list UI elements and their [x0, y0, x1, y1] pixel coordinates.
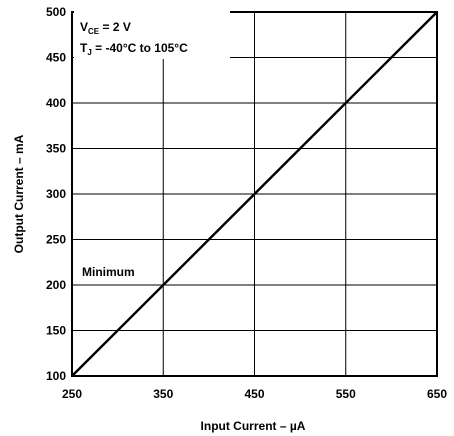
plot-frame — [71, 11, 438, 377]
y-axis-title: Output Current – mA — [12, 134, 26, 253]
series-group: Minimum — [71, 11, 438, 377]
annotation-tj: TJ = -40°C to 105°C — [80, 41, 188, 57]
x-tick-labels: 250 350 450 550 650 — [62, 387, 447, 401]
y-tick-label: 250 — [46, 233, 66, 247]
y-tick-label: 100 — [46, 369, 66, 383]
x-tick-label: 650 — [427, 387, 447, 401]
y-tick-label: 400 — [46, 96, 66, 110]
x-axis-title: Input Current – µA — [201, 419, 306, 433]
series-line-minimum — [71, 11, 438, 377]
x-tick-label: 550 — [336, 387, 356, 401]
y-tick-label: 300 — [46, 187, 66, 201]
y-tick-label: 200 — [46, 278, 66, 292]
x-tick-label: 350 — [153, 387, 173, 401]
y-tick-label: 150 — [46, 324, 66, 338]
series-label-minimum: Minimum — [82, 265, 135, 279]
y-tick-label: 350 — [46, 142, 66, 156]
annotation-vce: VCE = 2 V — [80, 20, 131, 36]
x-tick-label: 450 — [244, 387, 264, 401]
y-tick-label: 450 — [46, 51, 66, 65]
y-tick-labels: 100 150 200 250 300 350 400 450 500 — [46, 5, 66, 383]
annotation-background — [74, 11, 230, 59]
x-tick-label: 250 — [62, 387, 82, 401]
y-tick-label: 500 — [46, 5, 66, 19]
grid — [72, 12, 437, 376]
